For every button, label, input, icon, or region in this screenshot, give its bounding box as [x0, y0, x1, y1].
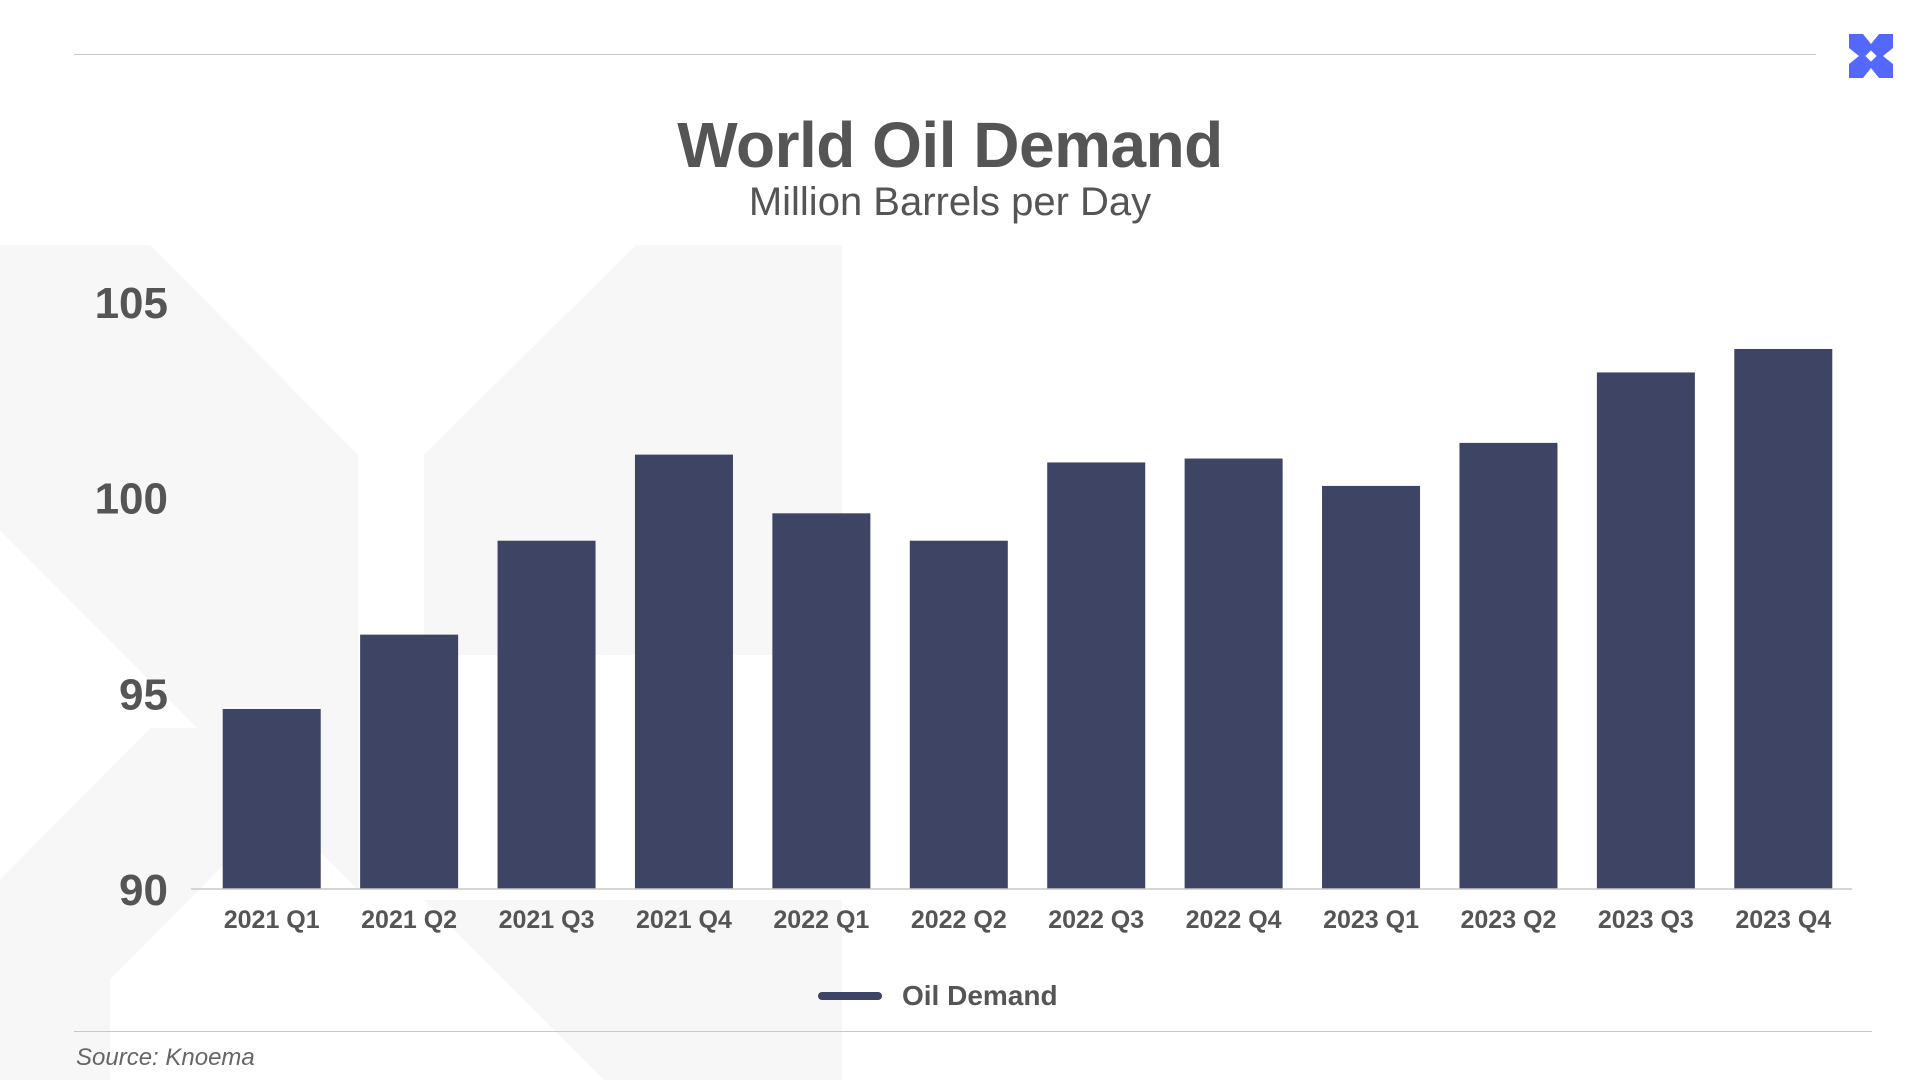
- y-tick-label: 95: [119, 670, 168, 719]
- x-tick-label: 2021 Q3: [499, 906, 595, 934]
- bar-2021-q4: [634, 454, 733, 889]
- x-tick-label: 2022 Q1: [773, 906, 869, 934]
- top-divider: [74, 54, 1816, 55]
- y-axis: 90 95 100 105: [95, 279, 168, 915]
- legend-label: Oil Demand: [902, 980, 1058, 1011]
- bar-2021-q1: [222, 708, 321, 889]
- bar-2021-q2: [360, 634, 459, 889]
- y-tick-label: 105: [95, 279, 168, 328]
- bar-2021-q3: [497, 540, 596, 889]
- x-tick-label: 2021 Q2: [361, 906, 457, 934]
- x-tick-label: 2023 Q4: [1735, 906, 1831, 934]
- bar-2023-q3: [1596, 372, 1695, 889]
- chart-title: World Oil Demand: [677, 109, 1223, 181]
- x-tick-label: 2022 Q3: [1048, 906, 1144, 934]
- bar-2023-q2: [1459, 442, 1558, 889]
- bar-series: [222, 348, 1833, 890]
- x-tick-label: 2021 Q1: [224, 906, 320, 934]
- y-tick-label: 90: [119, 866, 168, 915]
- bar-2023-q1: [1322, 485, 1421, 889]
- legend-swatch: [818, 992, 882, 1000]
- y-tick-label: 100: [95, 475, 168, 524]
- bar-2022-q3: [1047, 462, 1146, 889]
- bar-2022-q1: [772, 513, 871, 889]
- x-tick-label: 2021 Q4: [636, 906, 732, 934]
- x-tick-label: 2023 Q2: [1460, 906, 1556, 934]
- bottom-divider: [74, 1031, 1872, 1032]
- x-tick-label: 2022 Q2: [911, 906, 1007, 934]
- legend: Oil Demand: [818, 978, 1058, 1014]
- bar-2023-q4: [1734, 348, 1833, 890]
- bar-2022-q2: [909, 540, 1008, 889]
- x-cross-logo-icon: [1849, 34, 1893, 78]
- chart-subtitle: Million Barrels per Day: [748, 180, 1152, 224]
- x-tick-label: 2023 Q3: [1598, 906, 1694, 934]
- bar-2022-q4: [1184, 458, 1283, 889]
- x-axis: 2021 Q1 2021 Q2 2021 Q3 2021 Q4 2022 Q1 2022 …: [224, 906, 1832, 934]
- source-note: Source: Knoema: [76, 1044, 255, 1071]
- x-tick-label: 2023 Q1: [1323, 906, 1419, 934]
- x-tick-label: 2022 Q4: [1186, 906, 1282, 934]
